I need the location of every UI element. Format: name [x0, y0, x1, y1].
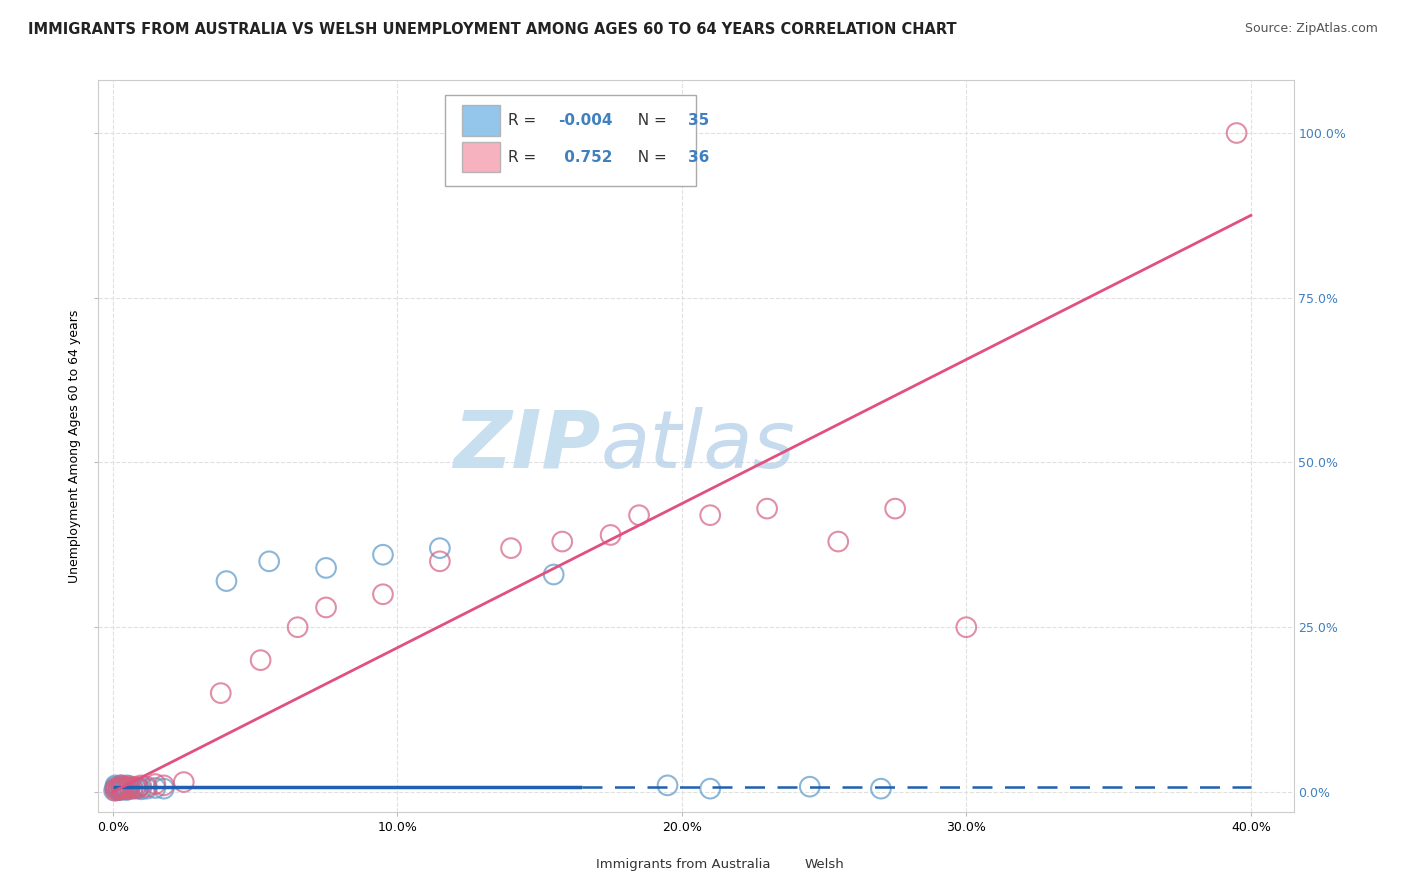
Point — [104, 778, 127, 792]
Point — [118, 781, 141, 796]
Point — [870, 781, 893, 796]
Point — [429, 554, 451, 568]
Point — [628, 508, 651, 523]
Point — [115, 778, 138, 792]
Point — [110, 781, 132, 796]
Point — [173, 775, 195, 789]
Point — [827, 534, 849, 549]
Text: 36: 36 — [688, 150, 709, 165]
Point — [143, 777, 166, 791]
Point — [127, 780, 149, 795]
Point — [429, 541, 451, 556]
Point — [153, 778, 176, 792]
Point — [799, 780, 821, 794]
Text: Immigrants from Australia: Immigrants from Australia — [596, 858, 770, 871]
Point — [135, 780, 157, 794]
Point — [121, 780, 143, 795]
Point — [599, 528, 621, 542]
Point — [135, 781, 157, 796]
Point — [107, 781, 129, 796]
Point — [124, 781, 146, 796]
Point — [129, 782, 152, 797]
Point — [110, 780, 132, 795]
Point — [543, 567, 565, 582]
Point — [143, 780, 166, 795]
Point — [209, 686, 232, 700]
Point — [371, 548, 394, 562]
Point — [112, 780, 135, 794]
Text: 35: 35 — [688, 113, 709, 128]
Text: atlas: atlas — [600, 407, 796, 485]
Point — [112, 782, 135, 797]
Point — [153, 781, 176, 796]
Point — [104, 781, 127, 796]
Text: R =: R = — [509, 113, 541, 128]
Text: Source: ZipAtlas.com: Source: ZipAtlas.com — [1244, 22, 1378, 36]
Point — [955, 620, 977, 634]
Point — [110, 780, 132, 795]
Text: -0.004: -0.004 — [558, 113, 613, 128]
Point — [215, 574, 238, 588]
Point — [884, 501, 907, 516]
Text: 0.752: 0.752 — [558, 150, 612, 165]
Point — [107, 780, 129, 795]
Point — [112, 780, 135, 795]
Point — [756, 501, 779, 516]
Point — [110, 778, 132, 792]
Point — [551, 534, 574, 549]
FancyBboxPatch shape — [564, 854, 592, 877]
Point — [129, 778, 152, 792]
FancyBboxPatch shape — [444, 95, 696, 186]
Point — [115, 780, 138, 795]
Point — [107, 783, 129, 797]
Text: ZIP: ZIP — [453, 407, 600, 485]
Point — [287, 620, 309, 634]
Point — [118, 779, 141, 793]
Point — [371, 587, 394, 601]
Text: Welsh: Welsh — [804, 858, 845, 871]
Point — [315, 561, 337, 575]
Text: N =: N = — [628, 150, 672, 165]
Point — [699, 508, 721, 523]
Point — [657, 778, 679, 792]
Point — [104, 783, 127, 797]
Point — [107, 783, 129, 797]
FancyBboxPatch shape — [772, 854, 801, 877]
Point — [110, 782, 132, 797]
Point — [110, 783, 132, 797]
Point — [115, 783, 138, 797]
Point — [115, 782, 138, 797]
Point — [124, 780, 146, 794]
Point — [110, 778, 132, 792]
Point — [249, 653, 271, 667]
Point — [104, 781, 127, 796]
Text: N =: N = — [628, 113, 672, 128]
Point — [121, 781, 143, 796]
Point — [257, 554, 280, 568]
Point — [699, 781, 721, 796]
Text: IMMIGRANTS FROM AUSTRALIA VS WELSH UNEMPLOYMENT AMONG AGES 60 TO 64 YEARS CORREL: IMMIGRANTS FROM AUSTRALIA VS WELSH UNEMP… — [28, 22, 956, 37]
FancyBboxPatch shape — [461, 142, 501, 172]
Point — [115, 781, 138, 796]
Point — [112, 781, 135, 796]
Point — [1226, 126, 1249, 140]
Point — [104, 780, 127, 794]
Point — [315, 600, 337, 615]
Point — [107, 780, 129, 795]
Text: R =: R = — [509, 150, 541, 165]
Y-axis label: Unemployment Among Ages 60 to 64 years: Unemployment Among Ages 60 to 64 years — [67, 310, 82, 582]
Point — [103, 783, 125, 797]
Point — [127, 780, 149, 795]
FancyBboxPatch shape — [461, 105, 501, 136]
Point — [118, 780, 141, 795]
Point — [499, 541, 522, 556]
